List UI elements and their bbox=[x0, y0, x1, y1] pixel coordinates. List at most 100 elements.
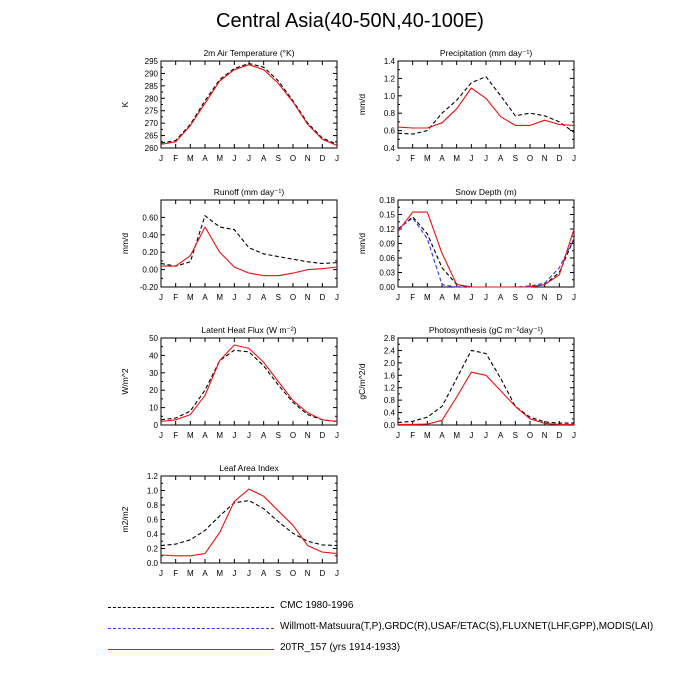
x-tick-label: A bbox=[498, 154, 504, 163]
series-line-obs bbox=[397, 217, 575, 288]
chart-latent-heat-flux: Latent Heat Flux (W m⁻²) W/m^2 0 10 20 30 40 50… bbox=[120, 325, 339, 440]
series-line-cmc bbox=[160, 349, 338, 423]
y-tick-label: 0.2 bbox=[147, 545, 159, 554]
chart-photosynthesis: Photosynthesis (gC m⁻²day⁻¹) gC/m^2/d 0.0 0… bbox=[357, 325, 576, 440]
x-tick-label: D bbox=[319, 154, 325, 163]
x-tick-label: J bbox=[335, 293, 339, 302]
y-tick-label: -0.20 bbox=[140, 283, 159, 292]
x-tick-label: O bbox=[290, 431, 296, 440]
x-tick-label: J bbox=[335, 154, 339, 163]
series-line-model bbox=[397, 87, 575, 129]
y-tick-label: 0.18 bbox=[379, 196, 395, 205]
x-tick-label: A bbox=[261, 154, 267, 163]
x-tick-label: M bbox=[453, 431, 460, 440]
series-line-model bbox=[160, 344, 338, 423]
x-tick-label: D bbox=[556, 154, 562, 163]
x-tick-label: S bbox=[513, 154, 518, 163]
y-tick-label: 2.8 bbox=[384, 334, 396, 343]
series-line-cmc bbox=[160, 215, 338, 267]
x-tick-label: J bbox=[469, 154, 473, 163]
x-tick-label: M bbox=[424, 293, 431, 302]
legend-item-observations: Willmott-Matsuura(T,P),GRDC(R),USAF/ETAC… bbox=[108, 619, 688, 640]
y-axis-label: gC/m^2/d bbox=[357, 363, 367, 399]
x-tick-label: J bbox=[484, 293, 488, 302]
chart-title: Photosynthesis (gC m⁻²day⁻¹) bbox=[429, 325, 543, 335]
x-tick-label: F bbox=[410, 154, 415, 163]
y-tick-label: 40 bbox=[149, 351, 158, 360]
x-tick-label: A bbox=[261, 569, 267, 578]
y-tick-label: 0.40 bbox=[142, 231, 158, 240]
plot-frame bbox=[160, 199, 338, 288]
y-tick-label: 2.4 bbox=[384, 346, 396, 355]
y-axis-label: mm/d bbox=[357, 94, 367, 116]
x-tick-label: S bbox=[513, 293, 518, 302]
y-tick-label: 0.8 bbox=[147, 501, 159, 510]
x-tick-label: J bbox=[335, 431, 339, 440]
x-tick-label: M bbox=[187, 431, 194, 440]
x-tick-label: J bbox=[572, 431, 576, 440]
x-tick-label: O bbox=[527, 293, 533, 302]
x-tick-label: F bbox=[173, 431, 178, 440]
x-tick-label: N bbox=[305, 569, 311, 578]
chart-precipitation: Precipitation (mm day⁻¹) mm/d 0.4 0.6 0.8 1.0… bbox=[357, 48, 576, 163]
chart-snow-depth: Snow Depth (m) mm/d 0.00 0.03 0.06 0.09 0.12 0.… bbox=[357, 187, 576, 302]
y-tick-label: 0 bbox=[154, 421, 159, 430]
y-tick-label: 280 bbox=[145, 94, 159, 103]
x-tick-label: A bbox=[498, 293, 504, 302]
plot-frame bbox=[397, 199, 575, 288]
y-tick-label: 1.0 bbox=[384, 92, 396, 101]
chart-title: 2m Air Temperature (°K) bbox=[203, 48, 294, 58]
x-tick-label: N bbox=[305, 154, 311, 163]
x-tick-label: J bbox=[232, 431, 236, 440]
x-tick-label: D bbox=[319, 293, 325, 302]
x-tick-label: N bbox=[542, 293, 548, 302]
x-tick-label: S bbox=[513, 431, 518, 440]
x-tick-label: F bbox=[173, 293, 178, 302]
series-line-cmc bbox=[397, 349, 574, 424]
y-tick-label: 0.12 bbox=[379, 225, 395, 234]
chart-leaf-area-index: Leaf Area Index m2/m2 0.0 0.2 0.4 0.6 0.8 1.0 1.… bbox=[120, 463, 339, 578]
x-tick-label: S bbox=[276, 569, 281, 578]
legend: CMC 1980-1996 Willmott-Matsuura(T,P),GRD… bbox=[108, 598, 688, 661]
y-tick-label: 275 bbox=[145, 107, 159, 116]
y-tick-label: 1.2 bbox=[147, 472, 159, 481]
y-tick-label: 0.8 bbox=[384, 396, 396, 405]
x-tick-label: F bbox=[410, 293, 415, 302]
x-tick-label: S bbox=[276, 293, 281, 302]
legend-item-model: 20TR_157 (yrs 1914-1933) bbox=[108, 640, 688, 661]
x-tick-label: J bbox=[396, 293, 400, 302]
x-tick-label: D bbox=[556, 431, 562, 440]
chart-air-temperature: 2m Air Temperature (°K) K 260 265 270 275 280 2… bbox=[120, 48, 339, 163]
x-tick-label: M bbox=[453, 154, 460, 163]
x-tick-label: J bbox=[469, 293, 473, 302]
y-axis-label: m2/m2 bbox=[120, 506, 130, 532]
series-line-model bbox=[398, 371, 574, 425]
x-tick-label: J bbox=[247, 431, 251, 440]
x-tick-label: M bbox=[453, 293, 460, 302]
y-tick-label: 290 bbox=[145, 69, 159, 78]
y-axis-label: mm/d bbox=[120, 233, 130, 255]
y-tick-label: 0.60 bbox=[142, 213, 158, 222]
y-tick-label: 1.6 bbox=[384, 371, 396, 380]
x-tick-label: J bbox=[484, 154, 488, 163]
x-tick-label: F bbox=[173, 569, 178, 578]
x-tick-label: D bbox=[319, 431, 325, 440]
x-tick-label: M bbox=[216, 293, 223, 302]
y-tick-label: 0.00 bbox=[142, 266, 158, 275]
x-tick-label: J bbox=[396, 431, 400, 440]
y-axis-label: W/m^2 bbox=[120, 368, 130, 394]
y-tick-label: 295 bbox=[145, 57, 159, 66]
x-tick-label: N bbox=[305, 293, 311, 302]
y-tick-label: 285 bbox=[145, 82, 159, 91]
legend-swatch-cmc bbox=[108, 607, 274, 608]
y-tick-label: 0.00 bbox=[379, 283, 395, 292]
x-tick-label: J bbox=[247, 293, 251, 302]
legend-label-cmc: CMC 1980-1996 bbox=[280, 600, 354, 611]
series-line-cmc bbox=[160, 62, 338, 145]
y-tick-label: 0.09 bbox=[379, 240, 395, 249]
x-tick-label: N bbox=[542, 154, 548, 163]
y-tick-label: 0.4 bbox=[384, 409, 396, 418]
x-tick-label: J bbox=[232, 154, 236, 163]
chart-title: Snow Depth (m) bbox=[455, 187, 517, 197]
x-tick-label: A bbox=[439, 293, 445, 302]
